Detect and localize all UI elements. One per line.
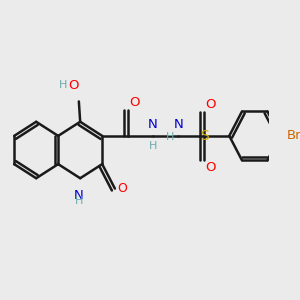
Text: O: O	[117, 182, 127, 195]
Text: N: N	[174, 118, 184, 130]
Text: O: O	[68, 79, 79, 92]
Text: H: H	[166, 132, 175, 142]
Text: O: O	[130, 96, 140, 109]
Text: N: N	[74, 189, 84, 202]
Text: Br: Br	[286, 129, 300, 142]
Text: S: S	[200, 130, 208, 143]
Text: O: O	[206, 98, 216, 111]
Text: O: O	[206, 161, 216, 174]
Text: H: H	[75, 196, 83, 206]
Text: H: H	[149, 141, 157, 151]
Text: N: N	[148, 118, 158, 130]
Text: H: H	[59, 80, 67, 90]
